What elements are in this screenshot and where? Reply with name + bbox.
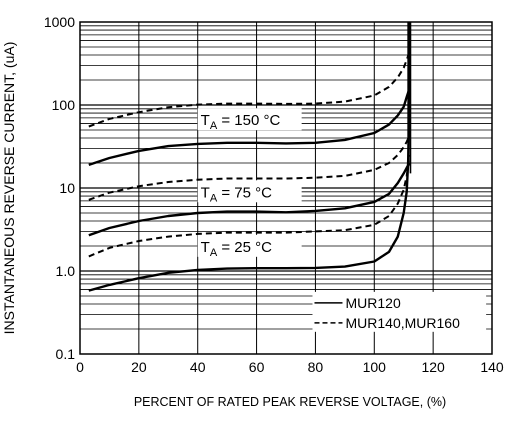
legend: MUR120 MUR140,MUR160 bbox=[314, 295, 460, 331]
x-tick-label: 20 bbox=[131, 359, 147, 375]
series-line-150c-mur120 bbox=[88, 87, 411, 167]
series-line-25c-mur140-mur160 bbox=[88, 154, 411, 258]
series-line-150c-mur140-mur160 bbox=[88, 51, 411, 128]
x-tick-label: 60 bbox=[249, 359, 265, 375]
y-axis-label: INSTANTANEOUS REVERSE CURRENT, (uA) bbox=[1, 42, 17, 335]
x-tick-label: 0 bbox=[76, 359, 84, 375]
plot-frame bbox=[79, 21, 493, 355]
y-tick-label: 1.0 bbox=[56, 263, 76, 279]
grid bbox=[80, 22, 492, 354]
series-line-75c-mur140-mur160 bbox=[88, 134, 411, 201]
x-tick-label: 140 bbox=[480, 359, 504, 375]
y-tick-label: 10 bbox=[59, 180, 75, 196]
y-tick-label: 100 bbox=[52, 97, 76, 113]
x-tick-label: 80 bbox=[308, 359, 324, 375]
x-tick-label: 40 bbox=[190, 359, 206, 375]
temperature-annotation: TA = 75 °C bbox=[201, 184, 272, 204]
legend-label: MUR120 bbox=[345, 295, 400, 311]
annotation-backdrop bbox=[197, 108, 302, 131]
annotation-backdrop bbox=[197, 234, 302, 257]
temperature-annotation: TA = 150 °C bbox=[201, 112, 281, 132]
x-tick-label: 120 bbox=[421, 359, 445, 375]
x-axis-label: PERCENT OF RATED PEAK REVERSE VOLTAGE, (… bbox=[134, 395, 446, 409]
series-curves bbox=[88, 22, 412, 292]
x-tick-labels: 0 20 40 60 80 100 120 140 bbox=[76, 359, 504, 375]
annotations: TA = 150 °C TA = 75 °C TA = 25 °C bbox=[201, 112, 281, 259]
temperature-annotation: TA = 25 °C bbox=[201, 239, 272, 259]
y-tick-labels: 0.1 1.0 10 100 1000 bbox=[44, 14, 75, 362]
x-tick-label: 100 bbox=[363, 359, 387, 375]
annotation-backdrop bbox=[197, 180, 302, 203]
legend-backdrop bbox=[312, 291, 487, 332]
series-line-75c-mur120 bbox=[88, 162, 411, 237]
legend-label: MUR140,MUR160 bbox=[345, 315, 460, 331]
series-line-25c-mur120 bbox=[88, 22, 411, 292]
y-tick-label: 0.1 bbox=[56, 346, 76, 362]
y-tick-label: 1000 bbox=[44, 14, 75, 30]
